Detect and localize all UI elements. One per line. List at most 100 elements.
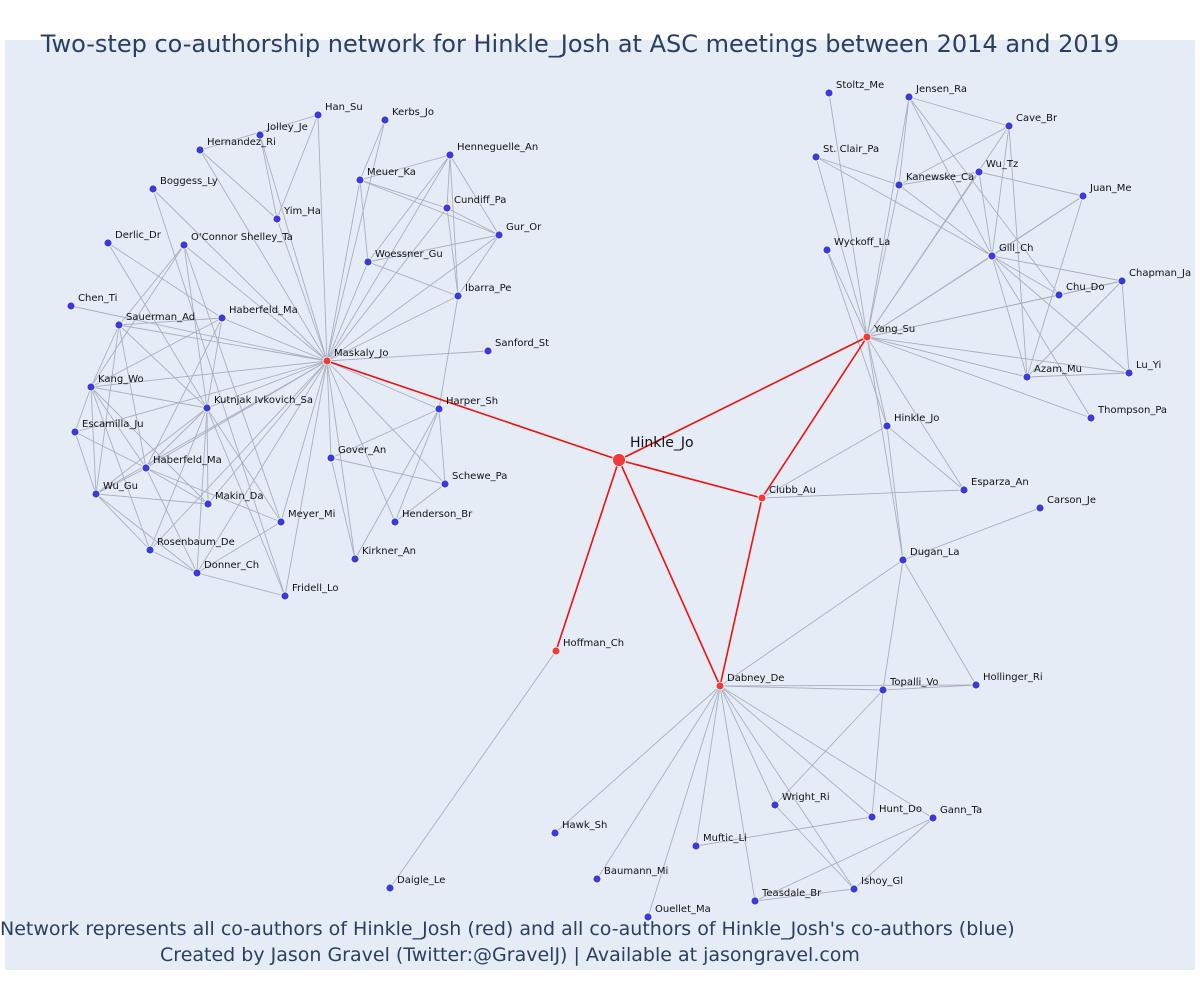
edge-yang-su-azam-mu — [866, 336, 1028, 378]
node-daigle-le[interactable] — [385, 883, 395, 893]
node-schewe-pa[interactable] — [440, 479, 450, 489]
node-label: Daigle_Le — [397, 875, 445, 886]
node-label: Cave_Br — [1016, 113, 1058, 124]
edge-maskaly-jo-sanford-st — [326, 350, 489, 362]
node-baumann-mi[interactable] — [592, 874, 602, 884]
node-gover-an[interactable] — [326, 453, 336, 463]
node-lu-yi[interactable] — [1124, 368, 1134, 378]
node-jensen-ra[interactable] — [904, 92, 914, 102]
node-kanewske-ca[interactable] — [894, 180, 904, 190]
node-chen-ti[interactable] — [66, 301, 76, 311]
edge-maskaly-jo-henderson-br — [326, 360, 396, 523]
node-label: Esparza_An — [971, 477, 1029, 488]
edge-kang-wo-haberfeld-ma — [90, 386, 147, 469]
node-label: Kirkner_An — [362, 546, 416, 557]
edge-sauerman-ad-kutnjak-ivkovich-sa — [118, 324, 208, 409]
node-wyckoff-la[interactable] — [822, 245, 832, 255]
node-dugan-la[interactable] — [898, 555, 908, 565]
node-gann-ta[interactable] — [928, 813, 938, 823]
node-kerbs-jo[interactable] — [380, 115, 390, 125]
node-cave-br[interactable] — [1004, 121, 1014, 131]
node-fridell-lo[interactable] — [280, 591, 290, 601]
node-thompson-pa[interactable] — [1086, 413, 1096, 423]
node-kang-wo[interactable] — [86, 382, 96, 392]
node-yang-su-red[interactable] — [862, 332, 872, 342]
node-derlic-dr[interactable] — [103, 238, 113, 248]
node-meyer-mi[interactable] — [276, 517, 286, 527]
node-maskaly-jo-red[interactable] — [322, 356, 332, 366]
node-meuer-ka[interactable] — [355, 175, 365, 185]
node-label: St. Clair_Pa — [823, 144, 879, 155]
node-cundiff-pa[interactable] — [442, 203, 452, 213]
node-gill-ch[interactable] — [987, 251, 997, 261]
node-henneguelle-an[interactable] — [445, 150, 455, 160]
node-carson-je[interactable] — [1035, 503, 1045, 513]
edge-dabney-de-teasdale-br — [719, 685, 756, 902]
node-hoffman-ch-red[interactable] — [551, 646, 561, 656]
edge-dugan-la-topalli-vo — [882, 559, 904, 691]
node-azam-mu[interactable] — [1022, 372, 1032, 382]
node-wright-ri[interactable] — [770, 800, 780, 810]
node-harper-sh[interactable] — [434, 404, 444, 414]
node-yim-ha[interactable] — [272, 214, 282, 224]
edge-yang-su-dugan-la — [866, 336, 904, 561]
node-haberfeld-ma[interactable] — [141, 463, 151, 473]
node-label: Hollinger_Ri — [983, 672, 1043, 683]
node-rosenbaum-de[interactable] — [145, 545, 155, 555]
node-han-su[interactable] — [313, 110, 323, 120]
edge-jensen-ra-cave-br — [908, 96, 1010, 127]
node-label: Wyckoff_La — [834, 237, 890, 248]
node-woessner-gu[interactable] — [363, 257, 373, 267]
edge-hinkle-jo-esparza-an — [886, 425, 965, 491]
node-makin-da[interactable] — [203, 499, 213, 509]
node-topalli-vo[interactable] — [878, 685, 888, 695]
node-clubb-au-red[interactable] — [757, 493, 767, 503]
node-label: Sanford_St — [495, 338, 549, 349]
edge-o-connor-shelley-ta-kutnjak-ivkovich-sa — [183, 244, 208, 409]
node-muftic-li[interactable] — [691, 841, 701, 851]
node-gur-or[interactable] — [494, 230, 504, 240]
edge-gover-an-schewe-pa — [330, 457, 446, 485]
node-sauerman-ad[interactable] — [114, 320, 124, 330]
node-ishoy-gl[interactable] — [849, 884, 859, 894]
node-kirkner-an[interactable] — [350, 554, 360, 564]
node-sanford-st[interactable] — [483, 346, 493, 356]
edge-dabney-de-baumann-mi — [596, 685, 721, 880]
node-chu-do[interactable] — [1054, 290, 1064, 300]
node-chapman-ja[interactable] — [1117, 276, 1127, 286]
edge-cundiff-pa-gur-or — [446, 207, 500, 236]
node-st-clair-pa[interactable] — [811, 152, 821, 162]
node-wu-gu[interactable] — [91, 489, 101, 499]
edge-donner-ch-meyer-mi — [196, 521, 282, 574]
node-kutnjak-ivkovich-sa[interactable] — [202, 403, 212, 413]
edge-maskaly-jo-escamilla-ju — [74, 360, 328, 433]
node-o-connor-shelley-ta[interactable] — [179, 240, 189, 250]
node-hollinger-ri[interactable] — [971, 680, 981, 690]
node-ibarra-pe[interactable] — [453, 291, 463, 301]
edge-maskaly-jo-cundiff-pa — [326, 207, 448, 362]
node-escamilla-ju[interactable] — [70, 427, 80, 437]
node-esparza-an[interactable] — [959, 485, 969, 495]
node-ouellet-ma[interactable] — [643, 912, 653, 922]
node-hernandez-ri[interactable] — [195, 145, 205, 155]
node-jolley-je[interactable] — [255, 130, 265, 140]
node-donner-ch[interactable] — [192, 568, 202, 578]
node-stoltz-me[interactable] — [824, 88, 834, 98]
edge-hernandez-ri-yim-ha — [199, 149, 278, 220]
node-hunt-do[interactable] — [867, 812, 877, 822]
node-boggess-ly[interactable] — [148, 184, 158, 194]
edge-yang-su-esparza-an — [866, 336, 965, 491]
edge-jensen-ra-chu-do — [908, 96, 1060, 296]
node-hinkle-jo[interactable] — [882, 421, 892, 431]
node-dabney-de-red[interactable] — [715, 681, 725, 691]
edge-teasdale-br-ishoy-gl — [754, 888, 855, 902]
node-haberfeld-ma[interactable] — [217, 313, 227, 323]
node-hawk-sh[interactable] — [550, 828, 560, 838]
node-label: Topalli_Vo — [889, 677, 939, 688]
node-juan-me[interactable] — [1078, 191, 1088, 201]
node-teasdale-br[interactable] — [750, 896, 760, 906]
node-label: Meuer_Ka — [367, 167, 416, 178]
node-hinkle-jo-red[interactable] — [612, 453, 626, 467]
node-wu-tz[interactable] — [974, 167, 984, 177]
node-henderson-br[interactable] — [390, 517, 400, 527]
